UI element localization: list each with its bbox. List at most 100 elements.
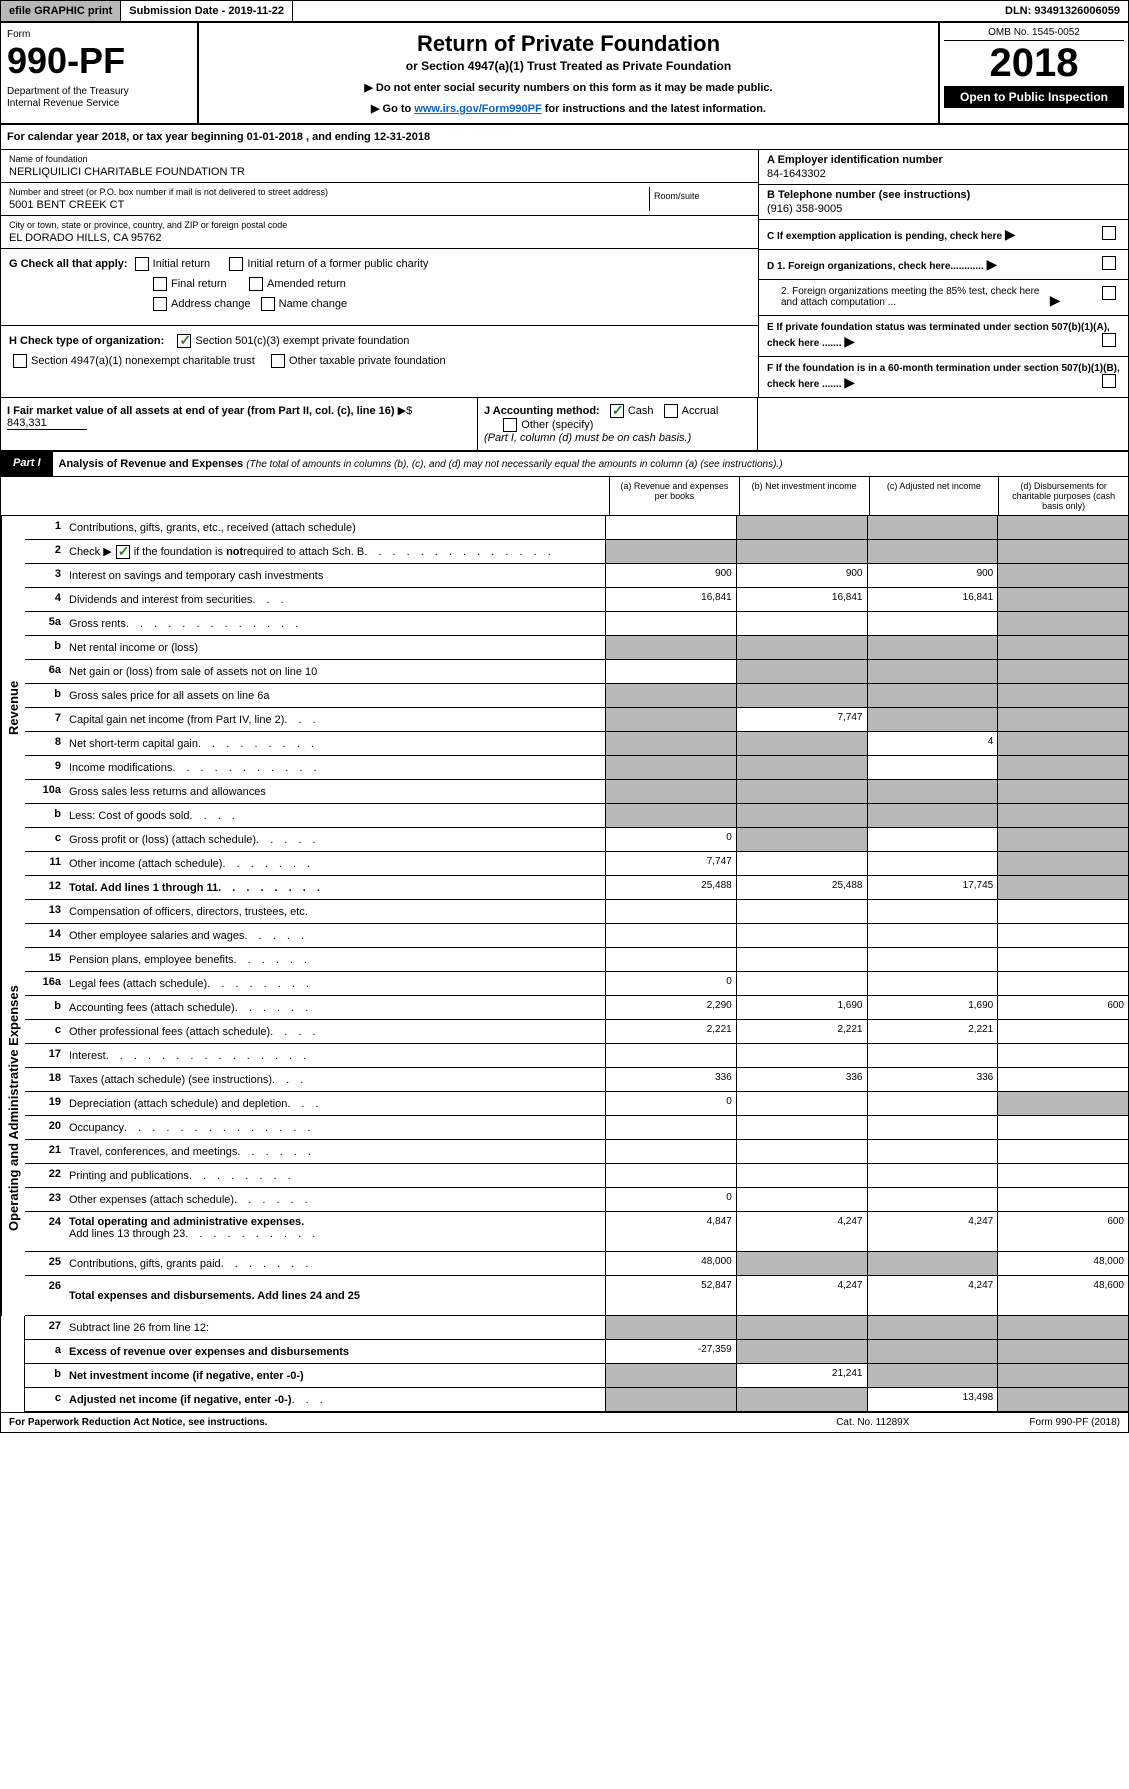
line-18: 18Taxes (attach schedule) (see instructi… <box>25 1068 1128 1092</box>
cb-foreign-org[interactable] <box>1102 256 1116 270</box>
department: Department of the Treasury Internal Reve… <box>7 86 191 110</box>
line-2: 2Check ▶ if the foundation is not requir… <box>25 540 1128 564</box>
cb-other-taxable[interactable] <box>271 354 285 368</box>
line-20: 20Occupancy. . . . . . . . . . . . . . <box>25 1116 1128 1140</box>
line-10b: bLess: Cost of goods sold. . . . <box>25 804 1128 828</box>
line-26: 26Total expenses and disbursements. Add … <box>25 1276 1128 1316</box>
cb-address-change[interactable] <box>153 297 167 311</box>
line-15: 15Pension plans, employee benefits. . . … <box>25 948 1128 972</box>
info-right: A Employer identification number 84-1643… <box>758 150 1128 397</box>
ein-row: A Employer identification number 84-1643… <box>759 150 1128 185</box>
revenue-section: Revenue 1Contributions, gifts, grants, e… <box>1 516 1128 900</box>
cb-cash[interactable] <box>610 404 624 418</box>
line-8: 8Net short-term capital gain. . . . . . … <box>25 732 1128 756</box>
line-6a: 6aNet gain or (loss) from sale of assets… <box>25 660 1128 684</box>
phone-row: B Telephone number (see instructions) (9… <box>759 185 1128 220</box>
col-d-header: (d) Disbursements for charitable purpose… <box>998 477 1128 515</box>
info-grid: Name of foundation NERLIQUILICI CHARITAB… <box>1 150 1128 398</box>
title-cell: Return of Private Foundation or Section … <box>199 23 938 123</box>
g-row-3: Address change Name change <box>9 297 750 311</box>
line-13: 13Compensation of officers, directors, t… <box>25 900 1128 924</box>
form-header: Form 990-PF Department of the Treasury I… <box>1 23 1128 125</box>
line-4: 4Dividends and interest from securities.… <box>25 588 1128 612</box>
line-17: 17Interest. . . . . . . . . . . . . . . <box>25 1044 1128 1068</box>
cb-final-return[interactable] <box>153 277 167 291</box>
form-label: Form <box>7 29 191 40</box>
line-7: 7Capital gain net income (from Part IV, … <box>25 708 1128 732</box>
line-14: 14Other employee salaries and wages. . .… <box>25 924 1128 948</box>
form-title: Return of Private Foundation <box>207 31 930 57</box>
line-25: 25Contributions, gifts, grants paid. . .… <box>25 1252 1128 1276</box>
cb-4947[interactable] <box>13 354 27 368</box>
omb-number: OMB No. 1545-0052 <box>944 27 1124 41</box>
irs-link[interactable]: www.irs.gov/Form990PF <box>414 103 541 115</box>
line-6b: bGross sales price for all assets on lin… <box>25 684 1128 708</box>
part1-tab: Part I <box>1 451 53 477</box>
form-ref: Form 990-PF (2018) <box>1029 1417 1120 1428</box>
line-23: 23Other expenses (attach schedule). . . … <box>25 1188 1128 1212</box>
efile-label: efile GRAPHIC print <box>1 1 121 21</box>
cb-60-month[interactable] <box>1102 374 1116 388</box>
form-990-pf: efile GRAPHIC print Submission Date - 20… <box>0 0 1129 1433</box>
cb-other-method[interactable] <box>503 418 517 432</box>
foundation-name: NERLIQUILICI CHARITABLE FOUNDATION TR <box>9 166 750 178</box>
cb-amended[interactable] <box>249 277 263 291</box>
line-22: 22Printing and publications. . . . . . .… <box>25 1164 1128 1188</box>
cb-initial-former[interactable] <box>229 257 243 271</box>
line-16b: bAccounting fees (attach schedule). . . … <box>25 996 1128 1020</box>
line-10a: 10aGross sales less returns and allowanc… <box>25 780 1128 804</box>
form-note-1: ▶ Do not enter social security numbers o… <box>207 81 930 94</box>
section-i: I Fair market value of all assets at end… <box>1 398 478 450</box>
cb-exemption-pending[interactable] <box>1102 226 1116 240</box>
city-row: City or town, state or province, country… <box>1 216 758 249</box>
line-5a: 5aGross rents. . . . . . . . . . . . . <box>25 612 1128 636</box>
subtract-section: 27Subtract line 26 from line 12: aExcess… <box>1 1316 1128 1412</box>
line-19: 19Depreciation (attach schedule) and dep… <box>25 1092 1128 1116</box>
catalog-number: Cat. No. 11289X <box>836 1417 909 1428</box>
submission-date: Submission Date - 2019-11-22 <box>121 1 293 21</box>
line-9: 9Income modifications. . . . . . . . . .… <box>25 756 1128 780</box>
cb-initial-return[interactable] <box>135 257 149 271</box>
line-3: 3Interest on savings and temporary cash … <box>25 564 1128 588</box>
col-a-header: (a) Revenue and expenses per books <box>609 477 739 515</box>
dln: DLN: 93491326006059 <box>997 1 1128 21</box>
form-subtitle: or Section 4947(a)(1) Trust Treated as P… <box>207 59 930 73</box>
line-24: 24Total operating and administrative exp… <box>25 1212 1128 1252</box>
section-d2: 2. Foreign organizations meeting the 85%… <box>759 280 1128 316</box>
section-e: E If private foundation status was termi… <box>759 316 1128 357</box>
line-1: 1Contributions, gifts, grants, etc., rec… <box>25 516 1128 540</box>
line-27b: bNet investment income (if negative, ent… <box>25 1364 1128 1388</box>
cb-foreign-85[interactable] <box>1102 286 1116 300</box>
line-10c: cGross profit or (loss) (attach schedule… <box>25 828 1128 852</box>
room-label: Room/suite <box>654 191 746 201</box>
phone: (916) 358-9005 <box>767 203 1120 215</box>
line-27a: aExcess of revenue over expenses and dis… <box>25 1340 1128 1364</box>
section-d1: D 1. Foreign organizations, check here..… <box>759 250 1128 280</box>
cb-accrual[interactable] <box>664 404 678 418</box>
year-cell: OMB No. 1545-0052 2018 Open to Public In… <box>938 23 1128 123</box>
part1-header: Part I Analysis of Revenue and Expenses … <box>1 451 1128 477</box>
info-left: Name of foundation NERLIQUILICI CHARITAB… <box>1 150 758 397</box>
line-16c: cOther professional fees (attach schedul… <box>25 1020 1128 1044</box>
expenses-section: Operating and Administrative Expenses 13… <box>1 900 1128 1316</box>
fmv-value: 843,331 <box>7 417 87 430</box>
part1-title: Analysis of Revenue and Expenses (The to… <box>53 451 1128 477</box>
paperwork-notice: For Paperwork Reduction Act Notice, see … <box>9 1417 268 1428</box>
cb-status-terminated[interactable] <box>1102 333 1116 347</box>
cb-sch-b[interactable] <box>116 545 130 559</box>
h-row-2: Section 4947(a)(1) nonexempt charitable … <box>9 354 750 368</box>
line-12: 12Total. Add lines 1 through 11. . . . .… <box>25 876 1128 900</box>
form-number-cell: Form 990-PF Department of the Treasury I… <box>1 23 199 123</box>
cb-name-change[interactable] <box>261 297 275 311</box>
col-b-header: (b) Net investment income <box>739 477 869 515</box>
section-g: G Check all that apply: Initial return I… <box>1 249 758 326</box>
line-5b: bNet rental income or (loss) <box>25 636 1128 660</box>
form-note-2: ▶ Go to www.irs.gov/Form990PF for instru… <box>207 102 930 115</box>
g-row-2: Final return Amended return <box>9 277 750 291</box>
line-27: 27Subtract line 26 from line 12: <box>25 1316 1128 1340</box>
cb-501c3[interactable] <box>177 334 191 348</box>
footer: For Paperwork Reduction Act Notice, see … <box>1 1412 1128 1432</box>
foundation-name-row: Name of foundation NERLIQUILICI CHARITAB… <box>1 150 758 183</box>
line-11: 11Other income (attach schedule). . . . … <box>25 852 1128 876</box>
section-j: J Accounting method: Cash Accrual Other … <box>478 398 758 450</box>
